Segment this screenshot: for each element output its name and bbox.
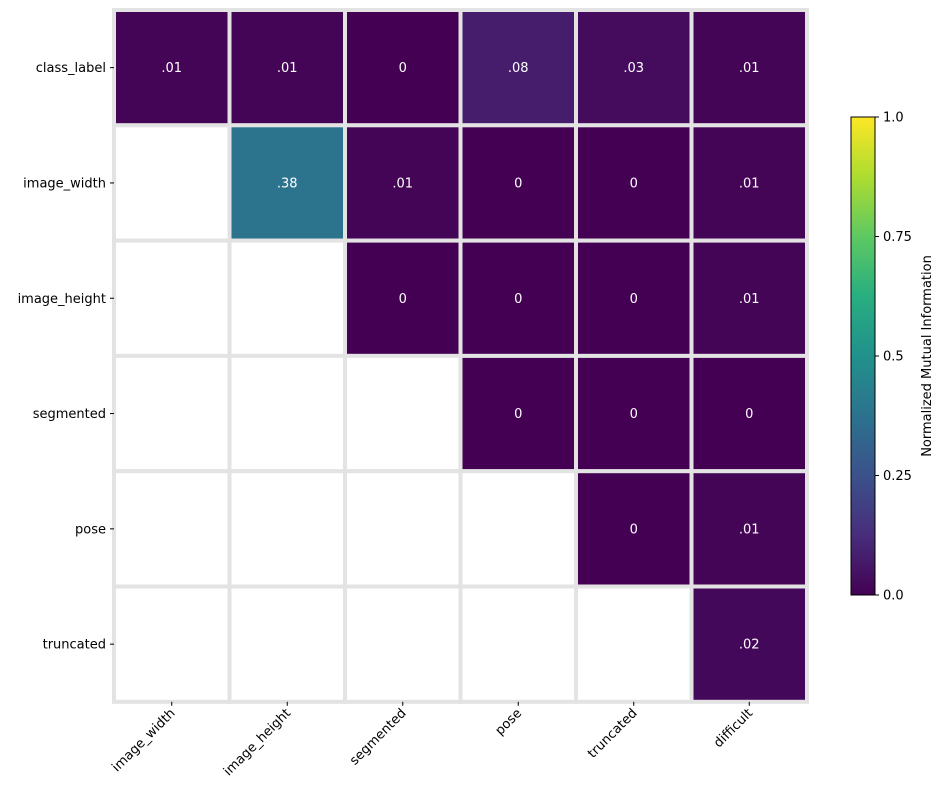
cell-value-label: 0 — [630, 292, 638, 307]
colorbar-tick-label: 0.0 — [883, 589, 904, 604]
colorbar-tick-label: 0.5 — [883, 350, 904, 365]
cell-value-label: .38 — [277, 176, 298, 191]
heatmap-cell — [112, 238, 232, 358]
cell-value-label: .01 — [739, 176, 760, 191]
cell-value-label: 0 — [514, 176, 522, 191]
cell-value-label: .08 — [508, 61, 529, 76]
column-tick-label: image_width — [109, 706, 178, 775]
heatmap-cell — [227, 353, 347, 474]
cell-value-label: 0 — [514, 407, 522, 422]
heatmap-cell — [343, 238, 463, 358]
heatmap-cell — [574, 584, 694, 704]
cell-value-label: 0 — [630, 176, 638, 191]
heatmap-cell — [689, 8, 809, 128]
colorbar: 0.0 0.25 0.5 0.75 1.0 Normalized Mutual Info… — [850, 111, 935, 604]
heatmap-grid: .01 .01 0 .08 .03 .01 .38 .01 0 0 .01 0 0 0 .01 0 0 0 0 .01… — [112, 8, 809, 704]
heatmap-cell — [343, 353, 463, 474]
heatmap-cell — [227, 469, 347, 589]
heatmap-cell — [458, 353, 578, 474]
column-tick-label: segmented — [347, 706, 409, 768]
heatmap-cell — [343, 123, 463, 243]
row-tick-label: image_width — [23, 176, 106, 191]
heatmap-cell — [689, 584, 809, 704]
row-tick-label: segmented — [33, 407, 106, 422]
cell-value-label: .03 — [623, 61, 644, 76]
column-tick-label: pose — [493, 706, 526, 739]
cell-value-label: 0 — [399, 61, 407, 76]
cell-value-label: 0 — [745, 407, 753, 422]
heatmap-cell — [689, 353, 809, 474]
heatmap-cell — [343, 469, 463, 589]
cell-value-label: 0 — [630, 407, 638, 422]
column-tick-label: image_height — [221, 706, 294, 779]
heatmap-cell — [112, 353, 232, 474]
heatmap-cell — [574, 469, 694, 589]
cell-value-label: .01 — [739, 522, 760, 537]
cell-value-label: .01 — [277, 61, 298, 76]
row-tick-label: pose — [75, 522, 106, 537]
row-tick-label: image_height — [18, 292, 106, 307]
heatmap-cell — [458, 469, 578, 589]
heatmap-cell — [574, 123, 694, 243]
cell-value-label: .01 — [739, 292, 760, 307]
cell-value-label: .02 — [739, 638, 760, 653]
colorbar-ticks: 0.0 0.25 0.5 0.75 1.0 — [875, 111, 912, 604]
column-labels: image_width image_height segmented pose trun… — [109, 701, 756, 779]
heatmap-cell — [574, 238, 694, 358]
heatmap-cell — [689, 469, 809, 589]
heatmap-cell — [112, 469, 232, 589]
row-tick-label: truncated — [43, 638, 106, 653]
cell-value-label: .01 — [392, 176, 413, 191]
heatmap-cell — [574, 353, 694, 474]
heatmap-cell — [112, 123, 232, 243]
heatmap-cell — [343, 584, 463, 704]
heatmap-cell — [689, 123, 809, 243]
colorbar-tick-label: 0.75 — [883, 230, 912, 245]
heatmap-cell — [227, 238, 347, 358]
colorbar-tick-label: 0.25 — [883, 469, 912, 484]
colorbar-title: Normalized Mutual Information — [920, 255, 935, 457]
column-tick-label: truncated — [585, 706, 640, 761]
cell-value-label: 0 — [399, 292, 407, 307]
row-labels: class_label image_width image_heightsegmen… — [18, 61, 114, 653]
cell-value-label: 0 — [514, 292, 522, 307]
cell-value-label: 0 — [630, 522, 638, 537]
column-tick-label: difficult — [711, 706, 756, 751]
cell-value-label: .01 — [161, 61, 182, 76]
colorbar-gradient — [850, 116, 876, 596]
heatmap-cell — [112, 584, 232, 704]
cell-value-label: .01 — [739, 61, 760, 76]
row-tick-label: class_label — [36, 61, 106, 76]
heatmap-cell — [227, 584, 347, 704]
heatmap-cell — [458, 584, 578, 704]
colorbar-tick-label: 1.0 — [883, 111, 904, 126]
